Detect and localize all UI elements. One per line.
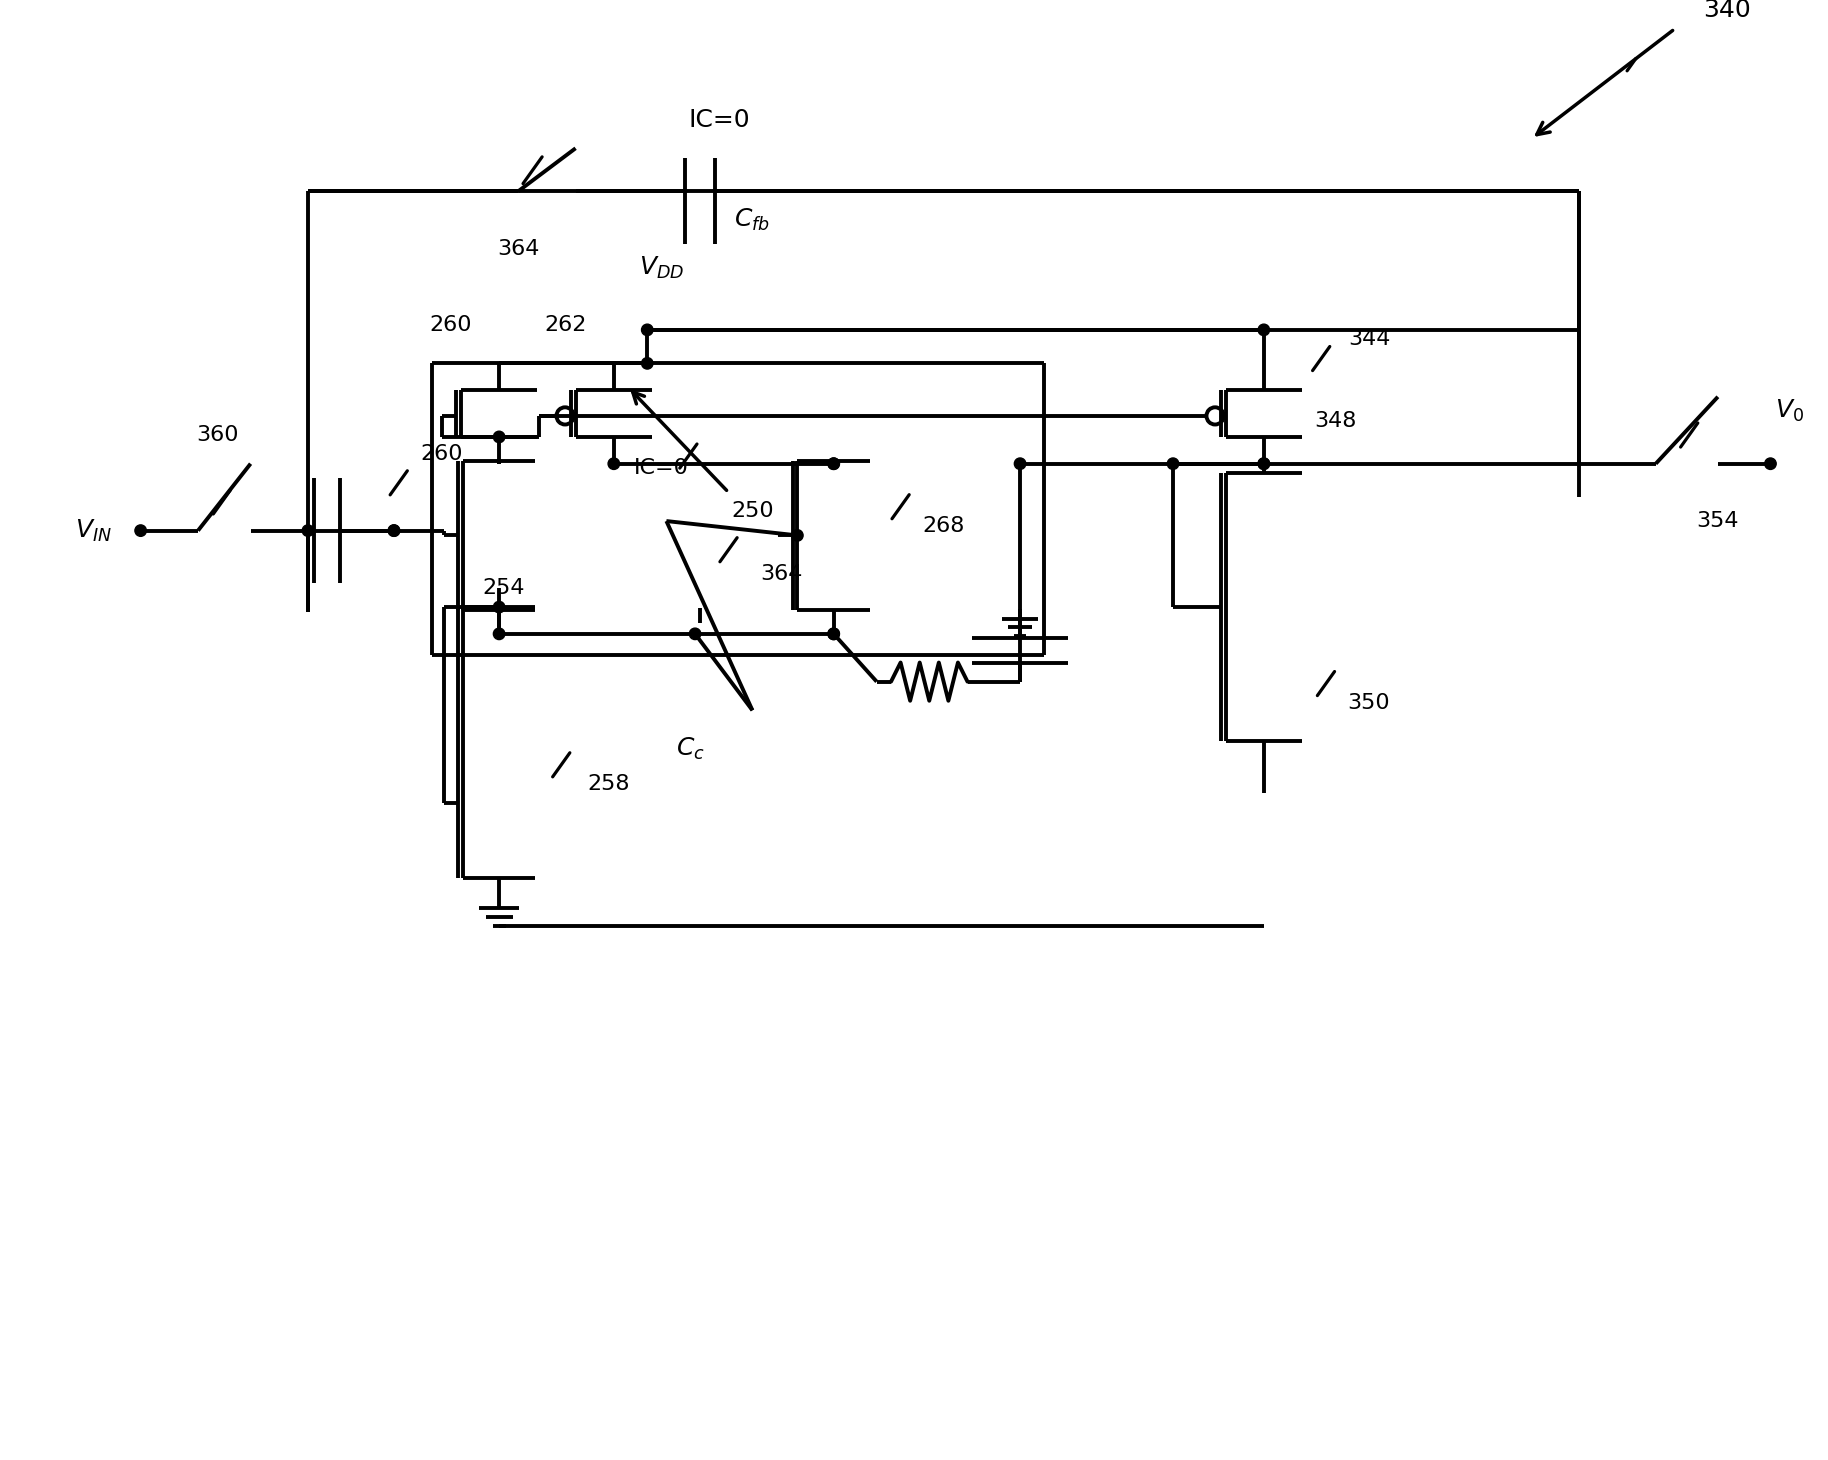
Text: 250: 250 <box>731 501 773 521</box>
Circle shape <box>828 458 839 470</box>
Circle shape <box>1764 458 1777 470</box>
Circle shape <box>828 628 839 639</box>
Circle shape <box>792 530 802 542</box>
Circle shape <box>1258 458 1270 470</box>
Text: 364: 364 <box>760 564 802 584</box>
Circle shape <box>135 526 146 536</box>
Text: 262: 262 <box>545 315 587 336</box>
Circle shape <box>494 431 505 442</box>
Circle shape <box>302 526 314 536</box>
Circle shape <box>1258 458 1270 470</box>
Circle shape <box>609 458 620 470</box>
Text: 258: 258 <box>589 774 631 794</box>
Text: 360: 360 <box>196 425 238 445</box>
Circle shape <box>494 602 505 613</box>
Text: 260: 260 <box>430 315 472 336</box>
Text: $V_{IN}$: $V_{IN}$ <box>75 517 112 543</box>
Circle shape <box>828 628 839 639</box>
Text: 354: 354 <box>1696 511 1738 531</box>
Text: 350: 350 <box>1347 692 1391 712</box>
Circle shape <box>494 628 505 639</box>
Text: 348: 348 <box>1314 410 1356 431</box>
Text: 344: 344 <box>1347 330 1389 349</box>
Text: $C_c$: $C_c$ <box>676 736 706 762</box>
Circle shape <box>1258 324 1270 336</box>
Text: IC=0: IC=0 <box>634 458 689 479</box>
Text: 260: 260 <box>420 444 462 464</box>
Circle shape <box>642 324 653 336</box>
Circle shape <box>388 526 400 536</box>
Circle shape <box>1168 458 1179 470</box>
Text: 254: 254 <box>483 578 525 599</box>
Text: 340: 340 <box>1704 0 1751 22</box>
Circle shape <box>388 526 400 536</box>
Text: $V_0$: $V_0$ <box>1775 399 1804 425</box>
Circle shape <box>689 628 700 639</box>
Text: $C_{fb}$: $C_{fb}$ <box>735 207 770 234</box>
Text: $V_{DD}$: $V_{DD}$ <box>640 254 684 280</box>
Circle shape <box>642 358 653 369</box>
Circle shape <box>828 458 839 470</box>
Text: 364: 364 <box>497 238 539 258</box>
Text: 268: 268 <box>923 515 965 536</box>
Text: IC=0: IC=0 <box>687 108 749 131</box>
Circle shape <box>1015 458 1026 470</box>
